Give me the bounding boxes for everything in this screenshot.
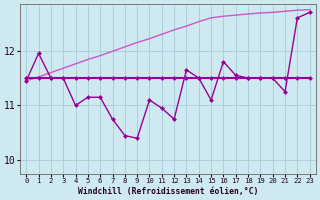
X-axis label: Windchill (Refroidissement éolien,°C): Windchill (Refroidissement éolien,°C) — [78, 187, 258, 196]
